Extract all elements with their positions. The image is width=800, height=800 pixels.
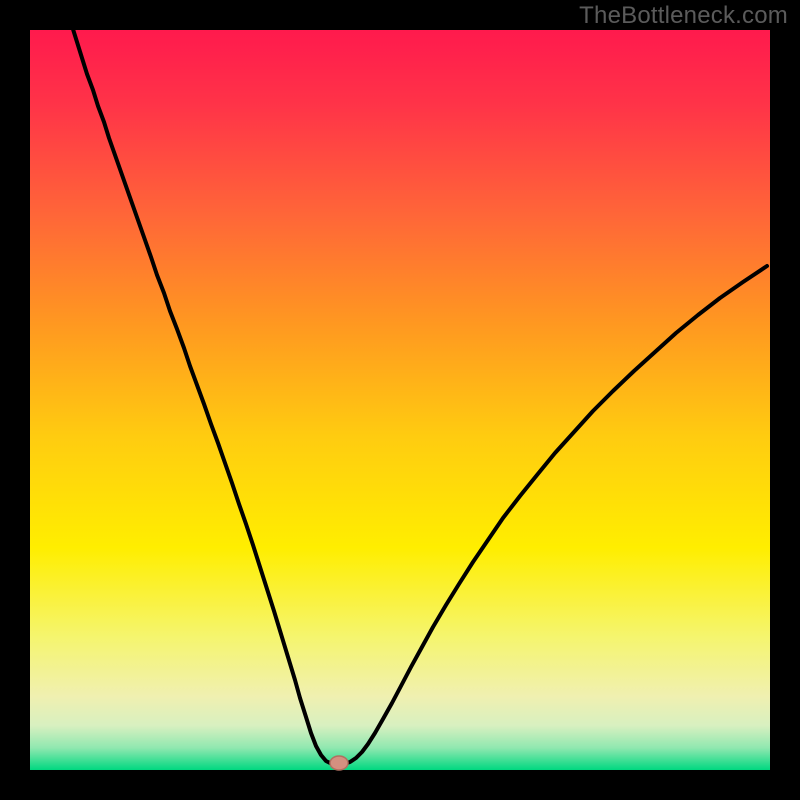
watermark-text: TheBottleneck.com [579,2,788,30]
plot-background [30,30,770,770]
plot-gradient-rect [30,30,770,770]
chart-container: TheBottleneck.com [0,0,800,800]
